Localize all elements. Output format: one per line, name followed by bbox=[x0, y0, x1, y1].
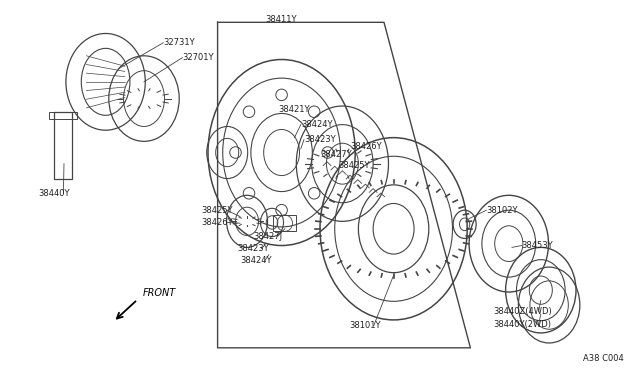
Text: 38440Y(2WD): 38440Y(2WD) bbox=[493, 320, 551, 329]
Text: 38423Y: 38423Y bbox=[237, 244, 268, 253]
Text: FRONT: FRONT bbox=[143, 288, 176, 298]
Text: 32731Y: 32731Y bbox=[163, 38, 195, 47]
Text: 38426Y: 38426Y bbox=[202, 218, 233, 227]
Text: 38427J: 38427J bbox=[253, 232, 282, 241]
Text: 38424Y: 38424Y bbox=[301, 120, 332, 129]
Text: 38423Y: 38423Y bbox=[304, 135, 335, 144]
Text: 38421Y: 38421Y bbox=[278, 105, 310, 114]
Bar bbox=[49, 112, 77, 119]
Text: 38427Y: 38427Y bbox=[320, 150, 351, 159]
Bar bbox=[54, 112, 72, 179]
Text: 38425Y: 38425Y bbox=[202, 206, 233, 215]
Text: 38440Y: 38440Y bbox=[38, 189, 70, 198]
Text: 38411Y: 38411Y bbox=[266, 15, 297, 24]
Text: 38453Y: 38453Y bbox=[522, 241, 553, 250]
Text: 38101Y: 38101Y bbox=[349, 321, 380, 330]
Text: 38440Z(4WD): 38440Z(4WD) bbox=[493, 307, 552, 316]
Text: 38102Y: 38102Y bbox=[486, 206, 518, 215]
Text: 38424Y: 38424Y bbox=[240, 256, 271, 265]
Text: 38425Y: 38425Y bbox=[338, 161, 369, 170]
Text: 38426Y: 38426Y bbox=[351, 142, 382, 151]
Text: A38 C004: A38 C004 bbox=[583, 355, 624, 363]
Text: 32701Y: 32701Y bbox=[182, 53, 214, 62]
Bar bbox=[273, 215, 296, 231]
